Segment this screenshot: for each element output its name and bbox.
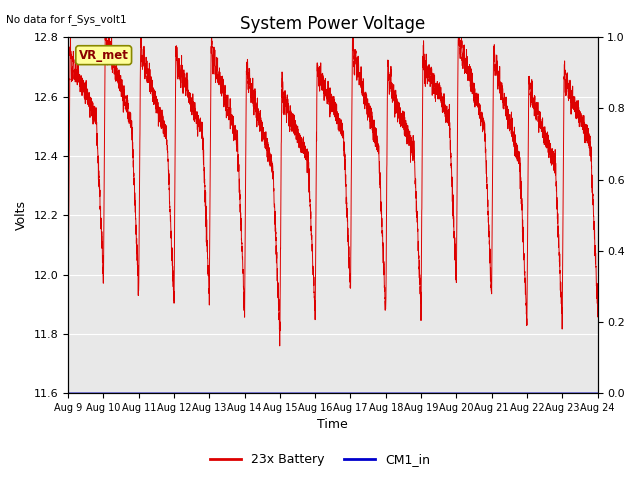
- 23x Battery: [102, 28, 109, 34]
- CM1_in: [267, 390, 275, 396]
- Title: System Power Voltage: System Power Voltage: [240, 15, 426, 33]
- 23x Battery: [267, 156, 275, 161]
- Legend: 23x Battery, CM1_in: 23x Battery, CM1_in: [205, 448, 435, 471]
- 23x Battery: [594, 314, 602, 320]
- CM1_in: [594, 390, 602, 396]
- 23x Battery: [460, 49, 467, 55]
- 23x Battery: [276, 343, 284, 349]
- 23x Battery: [500, 96, 508, 101]
- Line: 23x Battery: 23x Battery: [68, 31, 598, 346]
- Text: VR_met: VR_met: [79, 48, 129, 62]
- Y-axis label: Volts: Volts: [15, 200, 28, 230]
- CM1_in: [408, 390, 416, 396]
- 23x Battery: [409, 144, 417, 150]
- 23x Battery: [64, 302, 72, 308]
- CM1_in: [64, 390, 72, 396]
- CM1_in: [382, 390, 390, 396]
- 23x Battery: [382, 302, 390, 308]
- CM1_in: [500, 390, 508, 396]
- X-axis label: Time: Time: [317, 419, 348, 432]
- 23x Battery: [161, 125, 168, 131]
- CM1_in: [460, 390, 467, 396]
- Text: No data for f_Sys_volt1: No data for f_Sys_volt1: [6, 14, 127, 25]
- CM1_in: [161, 390, 168, 396]
